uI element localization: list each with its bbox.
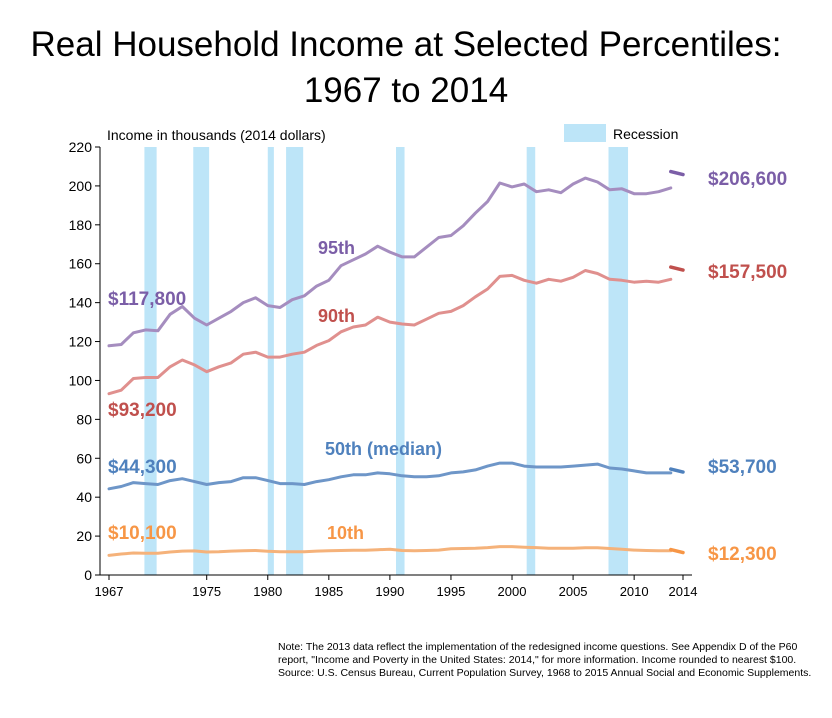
y-tick-label-200: 200	[69, 178, 93, 194]
start-value-10th: $10,100	[108, 523, 177, 544]
recession-band-5	[396, 147, 405, 575]
x-tick-label-2010: 2010	[620, 584, 649, 599]
x-tick-label-1967: 1967	[95, 584, 124, 599]
legend-recession-label: Recession	[613, 126, 678, 142]
chart-title-line-2: 1967 to 2014	[303, 71, 509, 110]
source-text: Source: U.S. Census Bureau, Current Popu…	[278, 667, 812, 679]
chart-title-line-1: Real Household Income at Selected Percen…	[30, 25, 782, 64]
y-ticks: 0 20 40 60 80 100 120 140 160 180 200 220	[69, 139, 100, 583]
legend-recession-swatch	[564, 124, 606, 142]
y-tick-label-20: 20	[76, 528, 92, 544]
y-tick-label-80: 80	[76, 411, 92, 427]
start-value-90th: $93,200	[108, 400, 177, 421]
y-tick-label-160: 160	[69, 256, 93, 272]
note-text: Note: The 2013 data reflect the implemen…	[278, 641, 798, 666]
y-tick-label-140: 140	[69, 295, 93, 311]
end-marker-95th	[669, 169, 685, 177]
recession-band-7	[608, 147, 629, 575]
x-tick-label-1995: 1995	[436, 584, 465, 599]
axes	[99, 147, 692, 576]
series-line-90th	[107, 269, 673, 396]
series-line-50th-median	[107, 461, 673, 491]
end-marker-10th	[669, 547, 685, 555]
x-tick-label-1980: 1980	[253, 584, 282, 599]
x-tick-label-1985: 1985	[314, 584, 343, 599]
x-ticks: 1967 1975 1980 1985 1990 1995 2000 2005 2010 2014	[95, 575, 698, 599]
y-tick-label-180: 180	[69, 217, 93, 233]
chart-title: Real Household Income at Selected Percen…	[0, 22, 812, 114]
end-value-50th-median: $53,700	[708, 457, 777, 478]
start-value-50th-median: $44,300	[108, 457, 177, 478]
y-tick-label-0: 0	[84, 567, 92, 583]
recession-band-4	[286, 147, 304, 575]
series-name-50th-median: 50th (median)	[325, 439, 442, 459]
y-axis-label: Income in thousands (2014 dollars)	[107, 127, 326, 143]
legend: Recession	[564, 124, 678, 142]
y-tick-label-220: 220	[69, 139, 93, 155]
x-tick-label-2005: 2005	[559, 584, 588, 599]
source-note: Note: The 2013 data reflect the implemen…	[278, 641, 826, 680]
end-value-90th: $157,500	[708, 262, 787, 283]
x-tick-label-2000: 2000	[498, 584, 527, 599]
series-line-95th	[107, 176, 673, 348]
series-line-10th	[107, 545, 673, 557]
recession-band-2	[193, 147, 210, 575]
series-lines	[107, 169, 685, 557]
end-marker-50th-median	[669, 467, 685, 474]
recession-band-3	[267, 147, 274, 575]
x-tick-label-1990: 1990	[375, 584, 404, 599]
x-tick-label-2014: 2014	[669, 584, 698, 599]
start-value-95th: $117,800	[108, 289, 186, 310]
series-name-90th: 90th	[318, 306, 355, 326]
end-marker-90th	[669, 265, 685, 272]
y-tick-label-120: 120	[69, 334, 93, 350]
series-labels: 95th $117,800 $206,600 90th $93,200 $157,500 5…	[108, 169, 787, 565]
recession-band-6	[526, 147, 536, 575]
x-tick-label-1975: 1975	[192, 584, 221, 599]
end-value-10th: $12,300	[708, 544, 777, 565]
recession-bands	[144, 147, 629, 575]
end-value-95th: $206,600	[708, 169, 787, 190]
recession-band-1	[144, 147, 157, 575]
y-tick-label-60: 60	[76, 450, 92, 466]
y-tick-label-100: 100	[69, 372, 93, 388]
series-name-95th: 95th	[318, 238, 355, 258]
y-tick-label-40: 40	[76, 489, 92, 505]
series-name-10th: 10th	[327, 523, 364, 543]
